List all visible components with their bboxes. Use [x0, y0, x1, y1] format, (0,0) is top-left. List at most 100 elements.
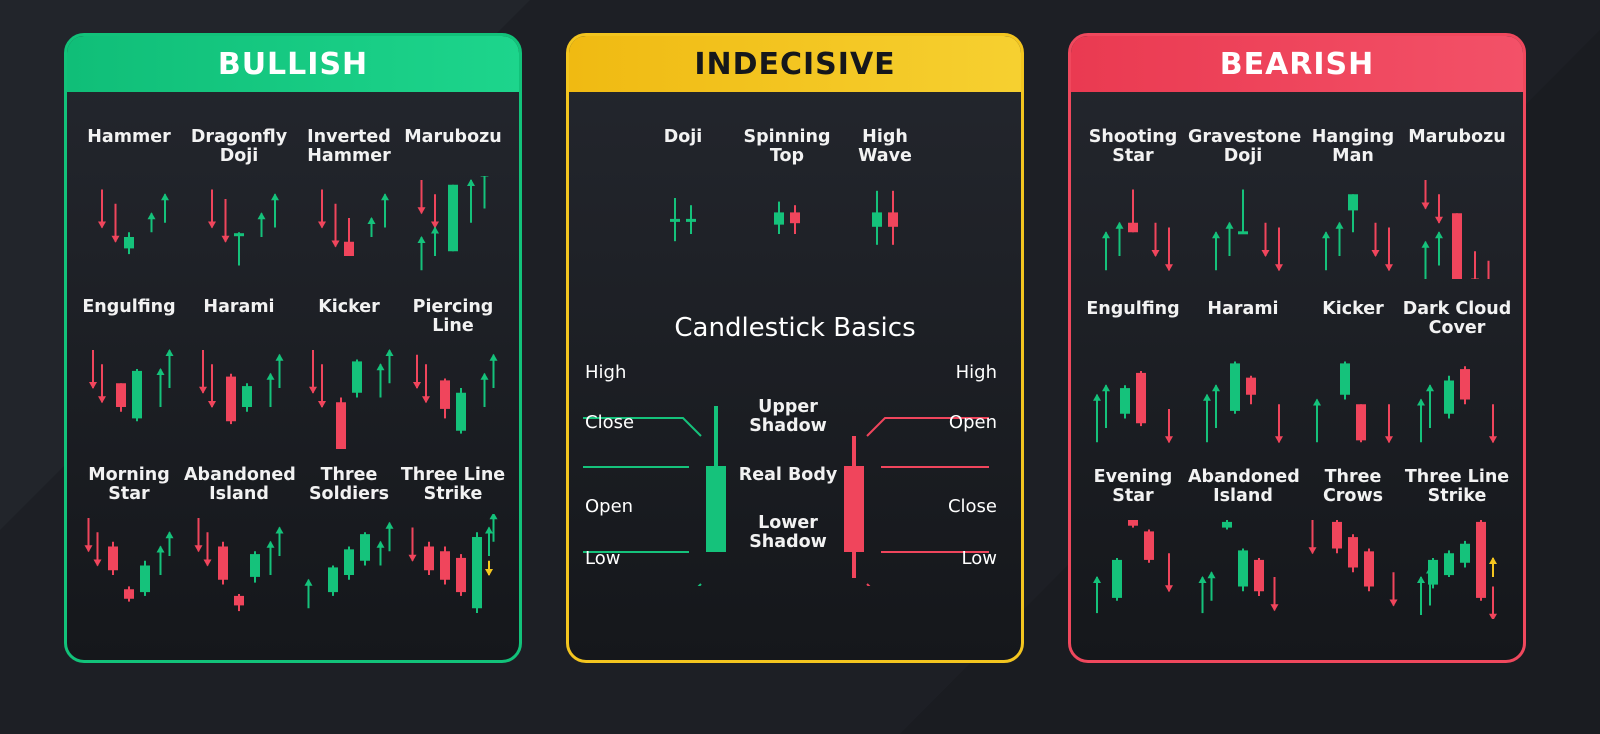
candle [424, 541, 434, 575]
trend-arrow [1471, 251, 1479, 279]
trend-arrow [208, 189, 216, 229]
pattern-label-threesoldiers: Three Soldiers [308, 465, 390, 504]
indecisive-panel: INDECISIVE Doji Spinning Top High Wave Can… [566, 33, 1024, 663]
trend-arrow [1385, 227, 1393, 272]
basics-left-high: High [585, 362, 627, 383]
basics-green-body [706, 466, 726, 552]
trend-arrow [147, 212, 156, 233]
trend-arrow [1435, 231, 1443, 266]
basics-diagram [583, 406, 989, 586]
pattern-label-abandoned: Abandoned Island [184, 465, 296, 504]
pattern-icon-kicker2 [1313, 361, 1393, 444]
candle [1452, 213, 1462, 279]
pattern-label-threecrows: Three Crows [1322, 467, 1384, 506]
pattern-label-piercing: Piercing Line [412, 297, 494, 336]
trend-arrow [257, 212, 266, 237]
basics-upper-shadow: Upper Shadow [749, 397, 827, 436]
pattern-icon-hangingman [1322, 194, 1393, 272]
pattern-icon-abandoned [194, 518, 284, 612]
pattern-icon-harami2 [1203, 361, 1283, 444]
pattern-icon-invhammer [318, 189, 389, 256]
pattern-icon-spinning [774, 201, 800, 234]
trend-arrow [1308, 520, 1317, 555]
trend-arrow [1371, 222, 1380, 257]
pattern-label-hammer: Hammer [87, 127, 171, 147]
trend-arrow [1421, 240, 1430, 279]
trend-arrow [489, 353, 498, 388]
pattern-label-threeline2: Three Line Strike [1404, 467, 1510, 506]
pattern-label-abandoned2: Abandoned Island [1188, 467, 1300, 506]
candle [124, 232, 134, 255]
trend-arrow [1212, 231, 1220, 271]
trend-arrow [84, 518, 93, 553]
pattern-label-marubozu: Marubozu [404, 127, 502, 147]
pattern-icon-doji [670, 198, 696, 242]
pattern-label-shootingstar: Shooting Star [1088, 127, 1178, 166]
trend-arrow [304, 578, 313, 609]
basics-right-open: Open [948, 412, 997, 433]
pattern-label-threeline: Three Line Strike [400, 465, 506, 504]
trend-arrow [467, 179, 475, 223]
candle [108, 541, 118, 575]
pattern-icon-hammer [98, 189, 169, 255]
trend-arrow [93, 532, 102, 567]
trend-arrow [165, 531, 174, 556]
basics-lower-shadow: Lower Shadow [749, 513, 827, 552]
trend-arrow [431, 194, 439, 229]
pattern-icon-kicker [309, 349, 394, 449]
candle [790, 205, 800, 234]
pattern-icon-morning [84, 518, 174, 602]
trend-arrow [275, 353, 284, 388]
candle [1246, 375, 1256, 405]
indecisive-title: INDECISIVE [569, 36, 1021, 92]
trend-arrow [1165, 227, 1173, 272]
candle [352, 359, 362, 398]
candle [456, 388, 466, 434]
trend-arrow [1417, 576, 1425, 615]
trend-arrow [376, 540, 385, 566]
pattern-label-kicker: Kicker [318, 297, 380, 317]
candle [1222, 520, 1232, 530]
candle [226, 373, 236, 425]
candle [888, 190, 898, 245]
candle [1444, 375, 1454, 419]
trend-arrow [203, 532, 212, 567]
trend-arrow [89, 350, 97, 389]
trend-arrow [1165, 553, 1173, 593]
candle [234, 594, 244, 612]
pattern-icon-shootingstar [1102, 189, 1173, 272]
trend-arrow [417, 180, 426, 215]
pattern-label-kicker2: Kicker [1322, 299, 1384, 319]
trend-arrow [1426, 384, 1434, 428]
pattern-icon-abandoned2 [1198, 520, 1279, 614]
basics-right-close: Close [947, 496, 997, 517]
trend-arrow [1275, 404, 1283, 444]
basics-left-low: Low [585, 548, 621, 569]
pattern-label-dragonfly: Dragonfly Doji [190, 127, 288, 166]
candle [1460, 366, 1470, 405]
pattern-label-engulf2: Engulfing [1086, 299, 1180, 319]
pattern-label-marubozu2: Marubozu [1408, 127, 1506, 147]
candle [234, 232, 244, 266]
trend-arrow [1417, 398, 1425, 443]
trend-arrow [161, 193, 169, 223]
bearish-title: BEARISH [1071, 36, 1523, 92]
pattern-icon-highwave [872, 190, 898, 245]
trend-arrow [271, 193, 279, 228]
pattern-icon-engulf [89, 349, 174, 422]
candle [872, 190, 882, 245]
bearish-panel: BEARISH Shooting Star Gravestone Doji Hang… [1068, 33, 1526, 663]
bullish-title: BULLISH [67, 36, 519, 92]
candle [328, 565, 338, 596]
candle [344, 546, 354, 580]
pattern-icon-threesoldiers [304, 521, 394, 609]
basics-right-high: High [955, 362, 997, 383]
candle [1128, 189, 1138, 233]
pattern-label-darkcloud: Dark Cloud Cover [1402, 299, 1512, 338]
trend-arrow [165, 349, 174, 388]
trend-arrow [1212, 384, 1220, 428]
candle [1476, 520, 1486, 601]
pattern-label-doji: Doji [663, 127, 703, 147]
trend-arrow [275, 526, 284, 556]
candle [1460, 540, 1470, 568]
